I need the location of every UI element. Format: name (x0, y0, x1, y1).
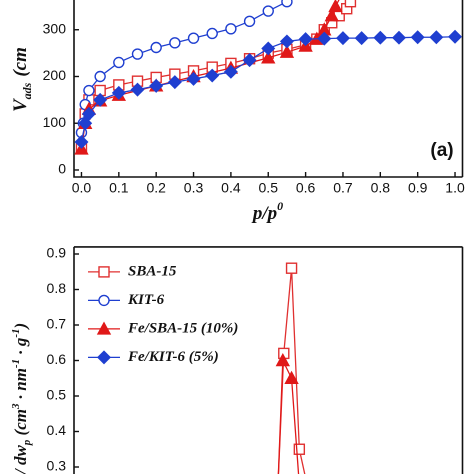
legend-marker (97, 350, 111, 365)
marker (285, 262, 298, 274)
marker (131, 48, 144, 60)
marker (317, 31, 332, 46)
marker (281, 0, 293, 8)
marker (328, 0, 343, 13)
y-tick-label: 0.9 (47, 245, 67, 261)
marker (344, 0, 357, 8)
x-tick-label: 0.2 (146, 180, 166, 196)
y-label-main: V (10, 98, 31, 112)
marker (94, 70, 106, 83)
marker (130, 82, 145, 97)
marker (275, 353, 290, 367)
plot-area (275, 262, 306, 474)
marker (262, 5, 274, 17)
marker (186, 71, 201, 86)
legend-marker (98, 266, 110, 278)
legend-label: Fe/KIT-6 (5%) (127, 349, 219, 365)
marker (223, 64, 238, 79)
y-label-sub: ads (20, 82, 34, 99)
legend-label: KIT-6 (127, 292, 165, 308)
marker (150, 41, 162, 54)
y-axis-label: / dwp (cm3 · nm-1 · g-1) (10, 323, 33, 474)
marker (298, 32, 313, 47)
marker (113, 56, 125, 69)
y-tick-label: 0.8 (47, 280, 67, 296)
x-label-sup: 0 (277, 199, 283, 213)
marker (242, 53, 257, 68)
legend-label: Fe/SBA-15 (10%) (127, 320, 238, 336)
marker (392, 30, 406, 45)
x-tick-label: 0.3 (184, 180, 204, 196)
marker (284, 370, 299, 384)
marker (111, 85, 126, 100)
marker (167, 75, 182, 90)
marker (279, 34, 294, 49)
marker (335, 31, 350, 46)
marker (93, 92, 108, 107)
marker (206, 27, 218, 40)
x-tick-label: 0.8 (371, 180, 391, 196)
panel-label: (a) (430, 140, 453, 161)
marker (81, 106, 96, 121)
x-tick-label: 0.7 (333, 180, 353, 196)
x-axis-label: p/p0 (251, 199, 283, 225)
x-tick-label: 0.6 (296, 180, 316, 196)
marker (83, 84, 95, 97)
marker (293, 443, 306, 455)
series-line (80, 0, 290, 133)
legend-marker (96, 321, 112, 335)
y-tick-label: 0.7 (47, 316, 67, 332)
marker (324, 8, 339, 22)
x-tick-label: 0.4 (221, 180, 241, 196)
x-label-main: p/p (251, 203, 277, 224)
axis-frame (73, 0, 464, 178)
marker (354, 31, 369, 46)
y-tick-label: 0.6 (47, 351, 67, 367)
marker (187, 32, 200, 44)
y-axis-label: Vads (cm (10, 47, 33, 112)
marker (225, 23, 237, 35)
series-line (277, 360, 300, 474)
y-tick-label: 200 (43, 67, 67, 83)
y-tick-label: 0.4 (47, 422, 67, 438)
x-tick-label: 0.9 (408, 180, 428, 196)
marker (149, 78, 164, 93)
marker (261, 41, 276, 56)
y-tick-label: 300 (43, 20, 67, 36)
y-label-unit: (cm (10, 47, 31, 77)
marker (448, 29, 463, 44)
x-tick-label: 0.0 (72, 180, 92, 196)
legend-marker (98, 294, 110, 307)
marker (74, 134, 89, 149)
marker (429, 30, 444, 45)
y-tick-label: 100 (43, 114, 67, 130)
marker (261, 50, 276, 64)
marker (243, 15, 256, 28)
marker (373, 30, 388, 45)
x-tick-label: 0.1 (109, 180, 129, 196)
y-tick-label: 0.3 (47, 458, 67, 474)
x-tick-label: 0.5 (259, 180, 279, 196)
marker (169, 37, 181, 49)
marker (410, 30, 425, 45)
marker (78, 116, 93, 131)
legend-label: SBA-15 (128, 263, 177, 279)
marker (205, 68, 220, 83)
plot-area (74, 0, 463, 155)
x-tick-label: 1.0 (445, 180, 465, 196)
y-tick-label: 0 (58, 161, 66, 177)
y-tick-label: 0.5 (47, 387, 67, 403)
marker (279, 44, 295, 58)
